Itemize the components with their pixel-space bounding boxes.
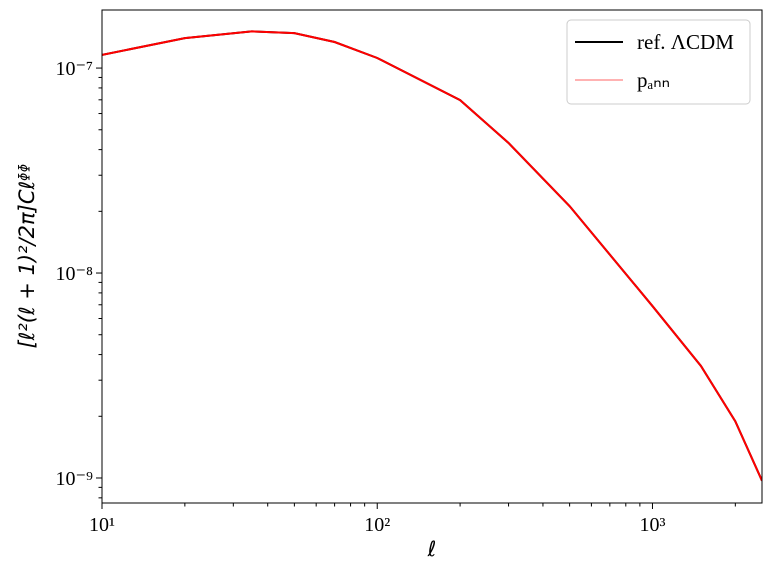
plot-lines xyxy=(102,30,762,482)
x-axis-label: ℓ xyxy=(427,537,437,561)
data-line xyxy=(102,30,762,482)
y-tick-label: 10⁻⁸ xyxy=(55,263,93,285)
legend-label: ref. ΛCDM xyxy=(637,30,734,54)
legend-label: pₐₙₙ xyxy=(637,68,670,92)
plot-frame xyxy=(101,9,763,504)
x-tick-label: 10³ xyxy=(639,514,665,536)
y-tick-label: 10⁻⁷ xyxy=(55,58,93,80)
x-tick-label: 10¹ xyxy=(89,514,115,536)
y-tick-label: 10⁻⁹ xyxy=(55,468,93,490)
y-axis-label: [ℓ²(ℓ + 1)²/2π]Cℓᶲᶲ xyxy=(15,163,39,348)
x-tick-label: 10² xyxy=(364,514,390,536)
